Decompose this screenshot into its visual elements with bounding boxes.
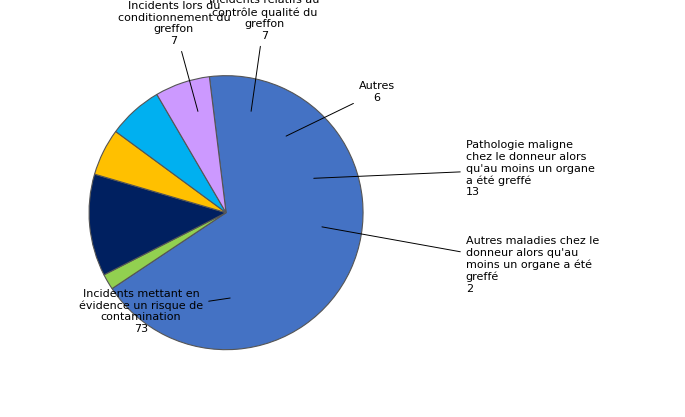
Text: Autres maladies chez le
donneur alors qu'au
moins un organe a été
greffé
2: Autres maladies chez le donneur alors qu… (322, 227, 599, 294)
Text: Autres
6: Autres 6 (286, 81, 395, 136)
Wedge shape (157, 77, 226, 213)
Wedge shape (104, 213, 226, 289)
Text: Pathologie maligne
chez le donneur alors
qu'au moins un organe
a été greffé
13: Pathologie maligne chez le donneur alors… (314, 141, 595, 197)
Wedge shape (95, 131, 226, 213)
Wedge shape (112, 75, 363, 350)
Text: Incidents lors du
conditionnement du
greffon
7: Incidents lors du conditionnement du gre… (118, 1, 230, 111)
Text: Incidents relatifs au
contrôle qualité du
greffon
7: Incidents relatifs au contrôle qualité d… (209, 0, 320, 111)
Wedge shape (89, 174, 226, 275)
Wedge shape (116, 94, 226, 213)
Text: Incidents mettant en
évidence un risque de
contamination
73: Incidents mettant en évidence un risque … (79, 289, 230, 334)
